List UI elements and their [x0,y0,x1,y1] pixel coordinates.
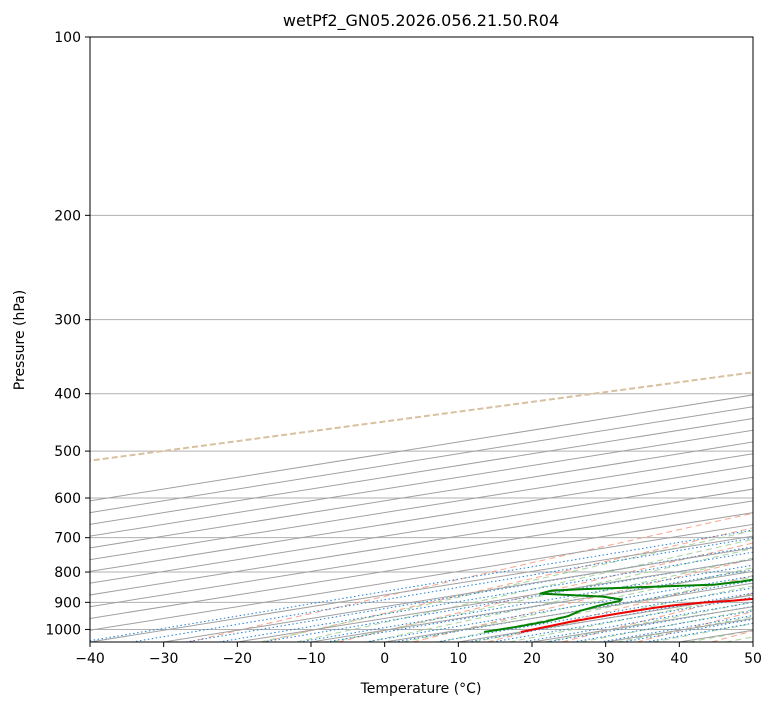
mixing-ratio-line [622,618,753,642]
isotherm-line [163,547,753,642]
x-tick-label: 0 [380,651,389,667]
x-tick-label: 20 [523,651,541,667]
isotherm-line [90,512,753,619]
isotherm-line [90,441,753,549]
isotherm-line [310,570,753,642]
isotherm-line [752,641,753,642]
dewpoint-line [483,578,753,633]
moist-adiabat-line [260,530,753,642]
x-tick-label: 50 [744,651,762,667]
skewed-isotherms [90,394,753,642]
moist-adiabat-line [509,593,753,642]
isobar-gridlines [90,36,753,630]
mixing-ratio-line [467,592,753,642]
isotherm-line [237,559,753,642]
y-tick-label: 900 [54,595,81,611]
y-tick-label: 700 [54,531,81,547]
x-tick-label: −30 [149,651,179,667]
moist-adiabat-line [367,557,753,642]
dry-adiabat-line [711,630,753,642]
y-tick-label: 600 [54,491,81,507]
x-tick-label: 40 [670,651,688,667]
y-axis: 100 200 300 400 500 600 700 800 900 1000 [45,30,90,638]
mixing-ratio-lines [90,529,753,642]
mixing-ratio-line [394,580,753,642]
moist-adiabat-line [616,616,753,642]
moist-adiabats [260,530,753,642]
isotherm-line [90,476,753,584]
isotherm-line [531,606,753,642]
isotherm-line [90,523,753,631]
isotherm-line [90,500,753,608]
isotherm-line [605,617,753,642]
mixing-ratio-line [436,587,753,642]
chart-title: wetPf2_GN05.2026.056.21.50.R04 [283,11,559,31]
dry-adiabat-line [188,512,753,642]
isotherm-line [90,488,753,596]
mixing-ratio-line [90,529,753,642]
y-tick-label: 100 [54,30,81,46]
plot-frame [89,36,754,643]
moist-adiabat-line [652,623,753,642]
y-tick-label: 1000 [45,622,81,638]
y-tick-label: 200 [54,208,81,224]
mixing-ratio-line [131,537,753,642]
moist-adiabat-line [296,538,753,642]
dry-adiabats [188,512,753,642]
moist-adiabat-line [403,567,753,642]
isotherm-line [90,465,753,572]
y-tick-label: 300 [54,313,81,329]
x-tick-label: −40 [75,651,105,667]
isotherm-line [90,535,753,642]
x-tick-label: 30 [597,651,615,667]
moist-adiabat-line [438,576,753,642]
x-tick-label: −20 [223,651,253,667]
x-axis: −40 −30 −20 −10 0 10 20 30 40 50 [75,642,762,667]
x-tick-label: 10 [449,651,467,667]
dry-adiabat-line [412,558,753,642]
moist-adiabat-line [580,609,753,642]
moist-adiabat-line [331,548,753,642]
y-axis-title: Pressure (hPa) [12,290,28,390]
isotherm-line [384,582,753,642]
moist-adiabat-line [473,585,753,642]
dry-adiabat-line [263,527,753,642]
y-tick-label: 800 [54,565,81,581]
series-lines [483,578,753,633]
dry-adiabat-line [338,542,753,642]
x-tick-label: −10 [296,651,326,667]
isotherm-line [90,453,753,561]
y-tick-label: 400 [54,387,81,403]
y-tick-label: 500 [54,444,81,460]
x-axis-title: Temperature (°C) [360,681,482,697]
